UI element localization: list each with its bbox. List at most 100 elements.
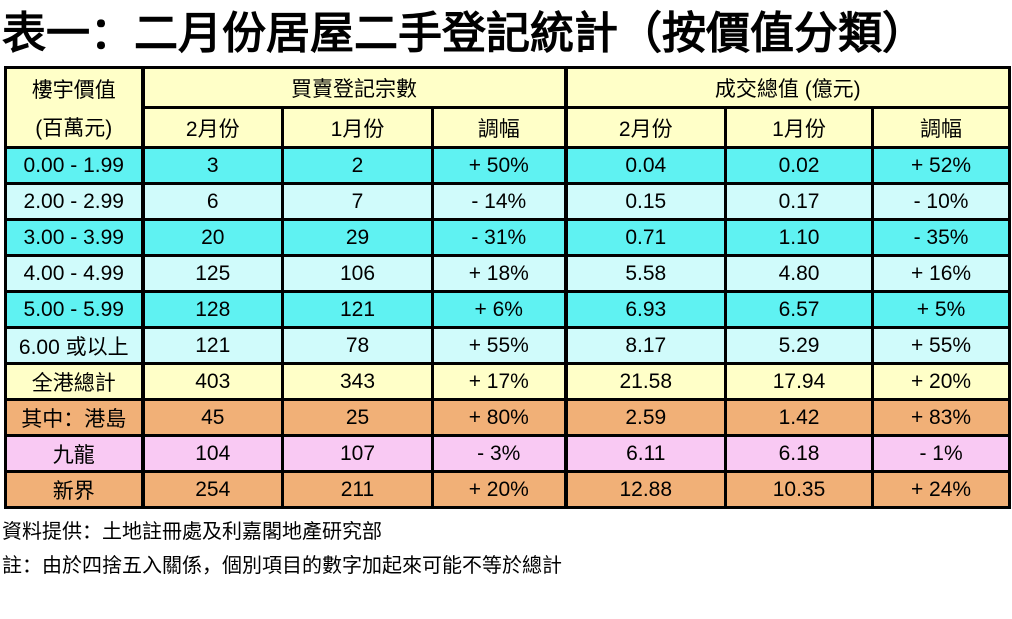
cell-value-jan: 6.57 (724, 290, 875, 329)
row-label: 5.00 - 5.99 (4, 290, 144, 329)
cell-reg-feb: 403 (140, 362, 284, 401)
cell-value-feb: 5.58 (563, 254, 728, 293)
cell-value-feb: 12.88 (563, 470, 728, 509)
cell-reg-change: + 6% (430, 290, 568, 329)
cell-reg-jan: 25 (281, 398, 434, 437)
cell-reg-feb: 128 (140, 290, 284, 329)
cell-value-jan: 17.94 (724, 362, 875, 401)
column-header-property-value-line1: 樓宇價值 (31, 78, 116, 102)
cell-value-feb: 6.93 (563, 290, 728, 329)
row-label: 2.00 - 2.99 (4, 182, 144, 221)
cell-reg-change: + 80% (430, 398, 568, 437)
cell-reg-feb: 45 (140, 398, 284, 437)
row-label: 0.00 - 1.99 (4, 146, 144, 185)
cell-reg-jan: 343 (281, 362, 434, 401)
cell-reg-change: + 17% (430, 362, 568, 401)
cell-reg-feb: 3 (140, 146, 284, 185)
row-label: 九龍 (4, 434, 144, 473)
cell-reg-change: + 20% (430, 470, 568, 509)
cell-value-jan: 6.18 (724, 434, 875, 473)
cell-reg-change: + 50% (430, 146, 568, 185)
table-row: 5.00 - 5.99 128 121 + 6% 6.93 6.57 + 5% (4, 290, 1012, 329)
cell-value-change: + 16% (871, 254, 1012, 293)
table-row-new-territories: 新界 254 211 + 20% 12.88 10.35 + 24% (4, 470, 1012, 509)
table-row: 4.00 - 4.99 125 106 + 18% 5.58 4.80 + 16… (4, 254, 1012, 293)
table-header: 樓宇價值 (百萬元) 買賣登記宗數 成交總值 (億元) 2月份 1月份 調幅 2… (4, 66, 1012, 149)
cell-reg-feb: 6 (140, 182, 284, 221)
cell-reg-feb: 20 (140, 218, 284, 257)
table-row-total: 全港總計 403 343 + 17% 21.58 17.94 + 20% (4, 362, 1012, 401)
table-row: 2.00 - 2.99 6 7 - 14% 0.15 0.17 - 10% (4, 182, 1012, 221)
cell-reg-jan: 121 (281, 290, 434, 329)
cell-value-jan: 0.02 (724, 146, 875, 185)
cell-reg-feb: 254 (140, 470, 284, 509)
cell-reg-feb: 125 (140, 254, 284, 293)
footnotes: 資料提供：土地註冊處及利嘉閣地產研究部 註：由於四捨五入關係，個別項目的數字加起… (2, 515, 1012, 583)
cell-value-jan: 0.17 (724, 182, 875, 221)
cell-value-feb: 0.04 (563, 146, 728, 185)
cell-reg-jan: 107 (281, 434, 434, 473)
cell-value-feb: 0.15 (563, 182, 728, 221)
cell-value-feb: 21.58 (563, 362, 728, 401)
column-header-property-value: 樓宇價值 (百萬元) (4, 66, 144, 149)
source-note: 資料提供：土地註冊處及利嘉閣地產研究部 (2, 521, 382, 543)
subheader-value-january: 1月份 (724, 106, 875, 149)
cell-value-feb: 2.59 (563, 398, 728, 437)
subheader-reg-change: 調幅 (430, 106, 568, 149)
cell-reg-feb: 121 (140, 326, 284, 365)
cell-value-change: + 24% (871, 470, 1012, 509)
table-row: 0.00 - 1.99 3 2 + 50% 0.04 0.02 + 52% (4, 146, 1012, 185)
cell-reg-jan: 106 (281, 254, 434, 293)
row-label: 其中：港島 (4, 398, 144, 437)
cell-value-jan: 10.35 (724, 470, 875, 509)
cell-value-change: - 35% (871, 218, 1012, 257)
cell-value-change: + 55% (871, 326, 1012, 365)
cell-value-change: + 20% (871, 362, 1012, 401)
cell-value-jan: 5.29 (724, 326, 875, 365)
cell-reg-jan: 211 (281, 470, 434, 509)
page-title: 表一：二月份居屋二手登記統計（按價值分類） (2, 9, 926, 58)
cell-reg-feb: 104 (140, 434, 284, 473)
cell-value-jan: 1.10 (724, 218, 875, 257)
statistics-table: 樓宇價值 (百萬元) 買賣登記宗數 成交總值 (億元) 2月份 1月份 調幅 2… (4, 66, 1012, 509)
cell-reg-change: - 31% (430, 218, 568, 257)
row-label: 4.00 - 4.99 (4, 254, 144, 293)
cell-reg-jan: 29 (281, 218, 434, 257)
cell-reg-jan: 7 (281, 182, 434, 221)
cell-value-change: + 5% (871, 290, 1012, 329)
table-row: 6.00 或以上 121 78 + 55% 8.17 5.29 + 55% (4, 326, 1012, 365)
column-header-property-value-line2: (百萬元) (35, 116, 113, 140)
row-label: 全港總計 (4, 362, 144, 401)
cell-reg-change: - 3% (430, 434, 568, 473)
cell-value-change: - 10% (871, 182, 1012, 221)
group-header-total-value: 成交總值 (億元) (563, 66, 1012, 109)
cell-value-change: + 83% (871, 398, 1012, 437)
table-row: 3.00 - 3.99 20 29 - 31% 0.71 1.10 - 35% (4, 218, 1012, 257)
cell-value-change: + 52% (871, 146, 1012, 185)
cell-value-jan: 1.42 (724, 398, 875, 437)
cell-reg-change: - 14% (430, 182, 568, 221)
subheader-reg-february: 2月份 (140, 106, 284, 149)
row-label: 6.00 或以上 (4, 326, 144, 365)
header-row-months: 2月份 1月份 調幅 2月份 1月份 調幅 (6, 106, 1012, 149)
row-label: 3.00 - 3.99 (4, 218, 144, 257)
cell-value-feb: 6.11 (563, 434, 728, 473)
cell-reg-jan: 78 (281, 326, 434, 365)
table-body: 0.00 - 1.99 3 2 + 50% 0.04 0.02 + 52% 2.… (4, 146, 1012, 509)
cell-reg-jan: 2 (281, 146, 434, 185)
rounding-note: 註：由於四捨五入關係，個別項目的數字加起來可能不等於總計 (2, 555, 562, 577)
subheader-value-february: 2月份 (563, 106, 728, 149)
cell-value-feb: 8.17 (563, 326, 728, 365)
cell-value-change: - 1% (871, 434, 1012, 473)
group-header-registrations: 買賣登記宗數 (140, 66, 568, 109)
cell-reg-change: + 18% (430, 254, 568, 293)
subheader-value-change: 調幅 (871, 106, 1012, 149)
cell-reg-change: + 55% (430, 326, 568, 365)
table-row-kowloon: 九龍 104 107 - 3% 6.11 6.18 - 1% (4, 434, 1012, 473)
row-label: 新界 (4, 470, 144, 509)
subheader-reg-january: 1月份 (281, 106, 434, 149)
table-row-hk-island: 其中：港島 45 25 + 80% 2.59 1.42 + 83% (4, 398, 1012, 437)
cell-value-feb: 0.71 (563, 218, 728, 257)
header-row-groups: 樓宇價值 (百萬元) 買賣登記宗數 成交總值 (億元) (4, 66, 1012, 149)
